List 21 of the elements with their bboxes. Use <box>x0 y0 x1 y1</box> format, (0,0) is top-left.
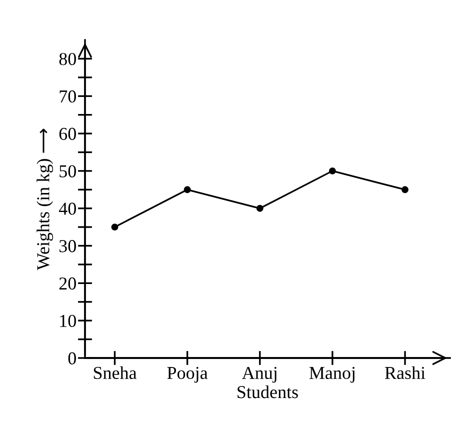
y-tick-label: 0 <box>68 352 76 364</box>
y-tick-label: 80 <box>59 52 76 66</box>
point <box>402 186 408 194</box>
y-tick-label: 10 <box>60 314 76 328</box>
x-tick-label: Anuj <box>242 366 276 383</box>
point <box>256 204 264 212</box>
y-tick-label: 70 <box>60 90 76 103</box>
y-tick-label: 30 <box>59 240 76 252</box>
y-tick-label: 20 <box>59 277 76 290</box>
x-tick-label: Manoj <box>309 366 354 383</box>
point <box>111 224 118 231</box>
x-tick-label: Rashi <box>384 366 426 380</box>
y-tick-label: 40 <box>58 202 76 215</box>
y-axis-title: Weights (in kg) ⟶ <box>36 128 54 270</box>
x-tick-label: Sneha <box>94 366 137 380</box>
point <box>328 167 336 174</box>
x-axis-title: Students <box>238 385 298 398</box>
y-tick-label: 60 <box>59 128 76 140</box>
x-tick-label: Pooja <box>167 366 208 383</box>
point <box>184 186 191 194</box>
y-tick-label: 50 <box>60 165 76 178</box>
